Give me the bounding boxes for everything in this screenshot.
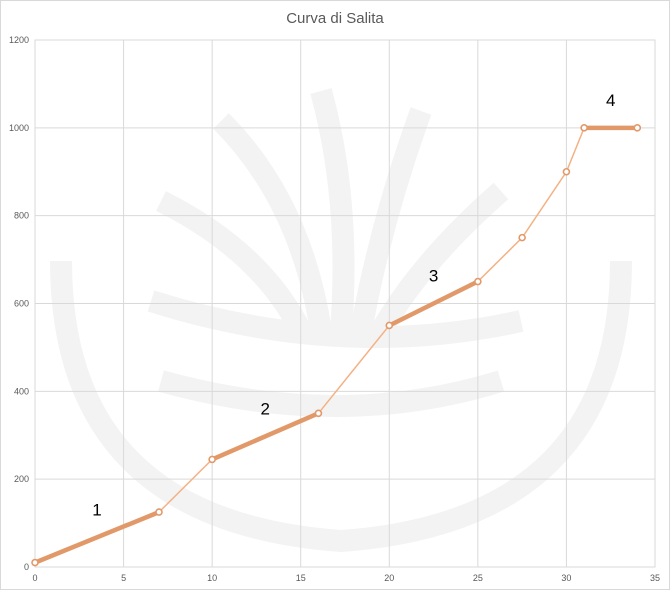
annotations: 1 2 3 4 (92, 91, 615, 520)
x-tick-label: 10 (207, 573, 217, 583)
y-tick-label: 600 (14, 299, 29, 309)
segment-label-1: 1 (92, 500, 101, 519)
data-point (580, 124, 588, 132)
x-tick-label: 30 (561, 573, 571, 583)
x-tick-label: 0 (32, 573, 37, 583)
x-tick-label: 5 (121, 573, 126, 583)
data-point (562, 167, 571, 176)
y-tick-label: 800 (14, 211, 29, 221)
data-point (31, 558, 39, 567)
data-point (155, 508, 163, 516)
data-point (314, 409, 323, 418)
watermark-logo (50, 88, 632, 553)
data-point (633, 124, 642, 132)
highlight-segment-2 (211, 411, 320, 462)
data-point (385, 321, 394, 330)
y-tick-label: 1000 (9, 123, 29, 133)
y-tick-label: 0 (24, 562, 29, 572)
data-point (474, 277, 482, 286)
x-tick-label: 20 (384, 573, 394, 583)
points-layer (31, 124, 642, 567)
y-tick-label: 1200 (9, 35, 29, 45)
y-tick-label: 400 (14, 386, 29, 396)
highlight-layer (34, 125, 638, 565)
x-tick-label: 25 (473, 573, 483, 583)
x-tick-label: 15 (296, 573, 306, 583)
y-tick-label: 200 (14, 474, 29, 484)
gridlines (34, 39, 656, 568)
highlight-segment-3 (388, 279, 479, 328)
x-axis-ticks: 0 5 10 15 20 25 30 35 (32, 573, 660, 583)
data-point (518, 233, 526, 242)
segment-label-4: 4 (606, 91, 615, 110)
data-point (208, 455, 216, 464)
segment-label-2: 2 (261, 399, 270, 418)
segment-label-3: 3 (429, 267, 438, 286)
y-axis-ticks: 0 200 400 600 800 1000 1200 (9, 35, 29, 572)
x-tick-label: 35 (650, 573, 660, 583)
plot-area (34, 39, 656, 568)
highlight-segment-1 (34, 510, 160, 565)
chart-title: Curva di Salita (286, 10, 384, 27)
